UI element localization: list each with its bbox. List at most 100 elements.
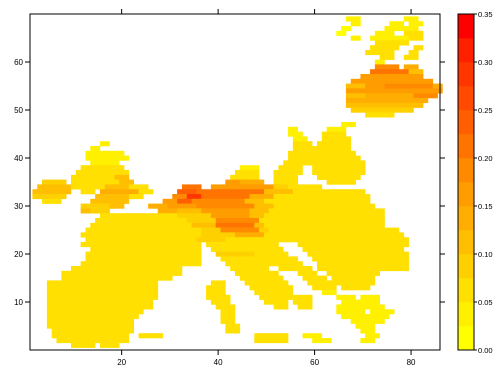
heatmap-cell (360, 294, 380, 300)
heatmap-cell (345, 88, 443, 94)
heatmap-cell (85, 251, 202, 257)
heatmap-cell (167, 203, 202, 209)
heatmap-cell (360, 299, 380, 305)
heatmap-cell (46, 290, 86, 296)
colorbar-swatch (458, 158, 474, 183)
heatmap-cell (80, 208, 91, 214)
y-tick-label: 50 (14, 106, 23, 115)
heatmap-cell (374, 314, 390, 320)
heatmap-cell (85, 280, 159, 286)
heatmap-cell (288, 150, 318, 156)
heatmap-cells (32, 16, 443, 348)
heatmap-cell (389, 21, 405, 27)
y-tick-label: 30 (14, 202, 23, 211)
heatmap-cell (201, 227, 226, 233)
heatmap-cell (172, 194, 192, 200)
plot-frame (29, 13, 441, 351)
heatmap-cell (210, 246, 250, 252)
heatmap-cell (249, 208, 274, 214)
colorbar-swatch (458, 86, 474, 111)
heatmap-cell (46, 280, 86, 286)
heatmap-cell (235, 270, 279, 276)
heatmap-cell (307, 280, 332, 286)
heatmap-cell (384, 26, 419, 32)
heatmap-cell (220, 314, 236, 320)
colorbar-swatch (458, 134, 474, 159)
heatmap-cell (288, 131, 303, 137)
heatmap-cell (206, 290, 226, 296)
heatmap-cell (225, 179, 245, 185)
heatmap-cell (71, 184, 106, 190)
heatmap-cell (201, 194, 255, 200)
heatmap-cell (90, 246, 202, 252)
heatmap-cell (268, 208, 385, 214)
heatmap-cell (95, 194, 135, 200)
heatmap-cell (230, 174, 260, 180)
heatmap-cell (46, 294, 159, 300)
heatmap-cell (336, 294, 356, 300)
heatmap-cell (355, 323, 376, 329)
colorbar-swatch (458, 254, 474, 279)
heatmap-cell (312, 170, 366, 176)
heatmap-cell (186, 218, 221, 224)
heatmap-cell (278, 266, 313, 272)
heatmap-cell (403, 16, 419, 22)
heatmap-cell (254, 333, 289, 339)
heatmap-cell (138, 333, 163, 339)
heatmap-cell (408, 21, 424, 27)
heatmap-cell (46, 314, 139, 320)
colorbar-swatch (458, 230, 474, 255)
heatmap-cell (312, 155, 361, 161)
heatmap-cell (71, 174, 120, 180)
heatmap-cell (215, 218, 265, 224)
heatmap-cell (80, 232, 207, 238)
heatmap-cell (249, 261, 303, 267)
colorbar-tick-label: 0.20 (478, 154, 493, 163)
heatmap-cell (225, 237, 260, 243)
heatmap-cell (249, 194, 279, 200)
heatmap-cell (128, 184, 149, 190)
heatmap-cell (317, 150, 356, 156)
heatmap-cell (215, 304, 236, 310)
heatmap-cell (51, 328, 135, 334)
heatmap-cell (177, 208, 207, 214)
heatmap-cell (331, 275, 376, 281)
heatmap-cell (370, 45, 400, 51)
x-tick-label: 60 (310, 358, 319, 367)
heatmap-cell (374, 64, 400, 70)
heatmap-cell (104, 184, 134, 190)
heatmap-cell (263, 222, 385, 228)
heatmap-cell (370, 309, 395, 315)
heatmap-cell (128, 194, 144, 200)
heatmap-cell (80, 189, 96, 195)
heatmap-cell (90, 160, 120, 166)
heatmap-cell (432, 83, 443, 89)
heatmap-cell (177, 213, 217, 219)
colorbar-swatch (458, 38, 474, 63)
heatmap-cell (292, 146, 318, 152)
heatmap-cell (259, 294, 299, 300)
heatmap-cell (312, 256, 409, 262)
heatmap-cell (46, 304, 154, 310)
heatmap-cell (249, 213, 270, 219)
heatmap-cell (220, 318, 236, 324)
heatmap-cell (215, 251, 255, 257)
heatmap-cell (321, 290, 337, 296)
heatmap-cell (80, 203, 115, 209)
heatmap-cell (109, 203, 125, 209)
heatmap-cell (273, 203, 376, 209)
heatmap-cell (254, 251, 289, 257)
colorbar-swatch (458, 14, 474, 39)
heatmap-cell (297, 242, 409, 248)
heatmap-cell (157, 208, 183, 214)
heatmap-cell (244, 280, 289, 286)
heatmap-cell (244, 246, 284, 252)
heatmap-cell (365, 50, 395, 56)
heatmap-cell (71, 342, 96, 348)
heatmap-cell (283, 160, 313, 166)
heatmap-cell (80, 261, 202, 267)
heatmap-cell (288, 126, 299, 132)
heatmap-cell (196, 237, 231, 243)
heatmap-cell (312, 146, 352, 152)
heatmap-cell (191, 222, 221, 228)
